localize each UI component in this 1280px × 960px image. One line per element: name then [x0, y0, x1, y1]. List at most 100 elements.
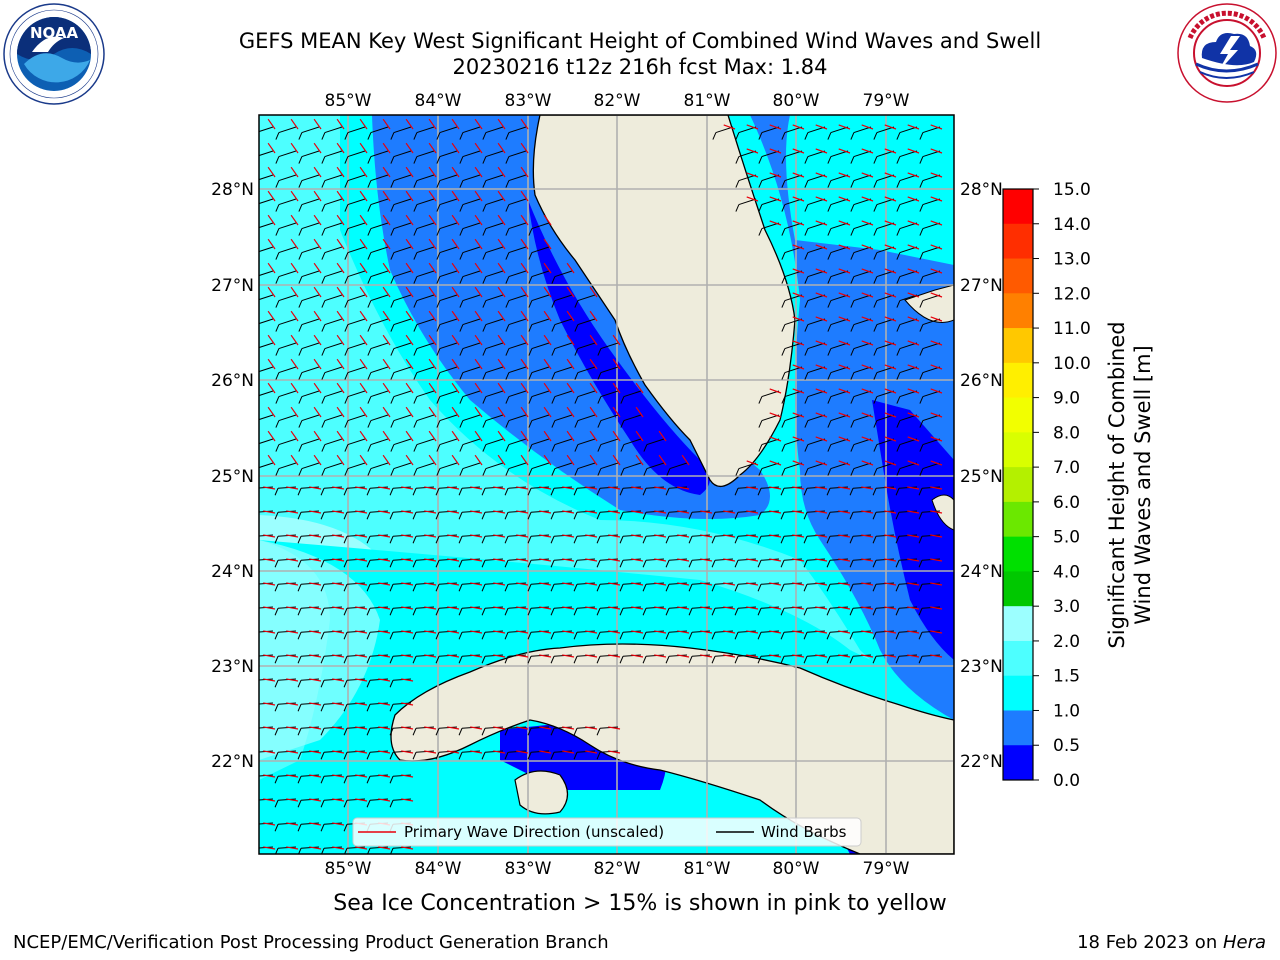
wind-barb	[459, 270, 481, 284]
lon-label: 79°W	[863, 859, 910, 879]
wave-arrow	[520, 430, 529, 442]
wind-barb	[850, 150, 872, 164]
wave-arrow	[267, 262, 276, 274]
wave-arrow	[424, 750, 437, 754]
wind-barb	[275, 270, 297, 284]
wind-barb	[735, 150, 757, 164]
wave-arrow	[474, 430, 483, 442]
wave-arrow	[700, 630, 713, 634]
wave-arrow	[884, 268, 897, 274]
wind-barb	[436, 222, 458, 236]
wave-arrow	[884, 436, 897, 442]
wave-arrow	[907, 124, 920, 130]
wave-arrow	[861, 654, 874, 658]
florida-landmass	[532, 115, 796, 487]
wave-arrow	[930, 364, 943, 370]
wave-arrow	[861, 630, 874, 634]
wind-barb	[850, 462, 872, 476]
wind-barb	[804, 462, 826, 476]
wave-arrow	[336, 454, 345, 466]
wind-barb	[919, 126, 941, 140]
wave-arrow	[447, 534, 460, 538]
wave-arrow	[700, 606, 713, 610]
wind-barb	[259, 366, 274, 373]
wave-arrow	[677, 510, 690, 514]
wave-arrow	[336, 262, 345, 274]
lon-labels-bottom: 85°W 84°W 83°W 82°W 81°W 80°W 79°W	[325, 859, 910, 879]
wave-arrow	[401, 582, 414, 586]
wave-arrow	[263, 702, 276, 706]
wave-arrow	[470, 630, 483, 634]
wind-barb	[528, 462, 550, 476]
wind-barb	[505, 198, 527, 212]
grand-bahama-island	[904, 284, 954, 323]
wave-arrow	[382, 166, 391, 178]
wave-arrow	[589, 286, 598, 298]
wave-arrow	[474, 406, 483, 418]
wave-arrow	[290, 238, 299, 250]
wave-arrow	[493, 654, 506, 658]
wave-arrow	[746, 148, 759, 154]
wave-arrow	[309, 822, 322, 826]
lon-label: 85°W	[325, 859, 372, 879]
wind-barb	[413, 246, 435, 260]
wave-arrow	[520, 214, 529, 226]
wave-arrow	[428, 382, 437, 394]
wind-barb	[781, 462, 803, 476]
wind-barb	[390, 198, 412, 212]
wave-arrow	[428, 142, 437, 154]
wave-arrow	[309, 486, 322, 490]
wave-arrow	[309, 726, 322, 730]
wave-arrow	[267, 358, 276, 370]
wind-barb	[804, 174, 826, 188]
wave-arrow	[907, 220, 920, 226]
wind-barb	[413, 270, 435, 284]
wave-arrow	[359, 382, 368, 394]
wave-arrow	[838, 606, 851, 610]
wave-arrow	[267, 430, 276, 442]
wind-barb	[712, 126, 734, 140]
wind-barb	[804, 342, 826, 356]
wave-arrow	[405, 454, 414, 466]
wave-arrow	[497, 262, 506, 274]
wave-arrow	[815, 316, 828, 322]
wave-arrow	[884, 606, 897, 610]
lon-label: 83°W	[505, 91, 552, 111]
wind-barb	[482, 126, 504, 140]
wave-arrow	[746, 534, 759, 538]
wave-arrow	[520, 334, 529, 346]
wind-barb	[413, 174, 435, 188]
wind-barb	[827, 318, 849, 332]
wave-arrow	[907, 630, 920, 634]
wave-arrow	[861, 244, 874, 250]
wave-arrow	[631, 558, 644, 562]
wave-arrow	[861, 196, 874, 202]
wave-arrow	[336, 334, 345, 346]
wind-barb	[827, 366, 849, 380]
wind-barb	[390, 222, 412, 236]
wind-barb	[413, 126, 435, 140]
nws-logo	[1177, 3, 1277, 103]
wave-arrow	[451, 214, 460, 226]
wave-arrow	[447, 606, 460, 610]
wind-barb	[827, 390, 849, 404]
wind-barb	[919, 438, 941, 452]
wave-arrow	[608, 606, 621, 610]
wave-arrow	[447, 750, 460, 754]
wave-arrow	[290, 406, 299, 418]
wave-arrow	[474, 382, 483, 394]
colorbar-swatch	[1003, 675, 1033, 711]
wave-arrow	[378, 846, 391, 850]
wind-barb	[528, 294, 550, 308]
wave-arrow	[378, 510, 391, 514]
wind-barb	[896, 270, 918, 284]
wave-arrow	[401, 678, 414, 682]
wind-barb	[528, 246, 550, 260]
wave-arrow	[474, 286, 483, 298]
wave-arrow	[815, 510, 828, 514]
wind-barb	[321, 270, 343, 284]
wind-barb	[758, 462, 780, 476]
wave-arrow	[654, 534, 667, 538]
wind-barb	[367, 174, 389, 188]
wave-arrow	[267, 118, 276, 130]
